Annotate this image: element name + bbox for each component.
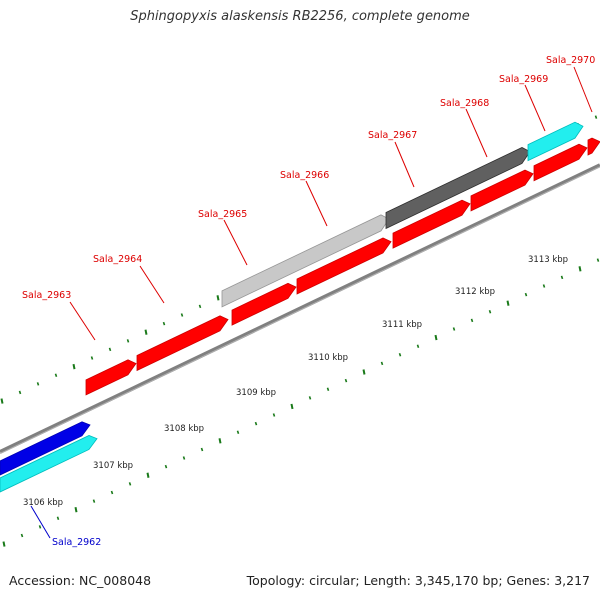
red-gene-1 (85, 359, 137, 396)
inner-ring-tick (470, 318, 474, 323)
dark-gray-gene (385, 147, 531, 230)
gene-features (0, 121, 600, 493)
gene-label: Sala_2966 (280, 170, 329, 181)
scale-label: 3108 kbp (164, 424, 204, 434)
gene-label-leader (465, 108, 488, 158)
outer-ring-tick (144, 329, 148, 335)
inner-ring-tick (2, 541, 6, 547)
gene-label: Sala_2969 (499, 74, 548, 85)
outer-ring-tick (0, 398, 4, 404)
backbone (0, 163, 600, 454)
gene-label: Sala_2967 (368, 130, 417, 141)
red-gene-6 (470, 169, 534, 212)
scale-label: 3110 kbp (308, 353, 348, 363)
inner-ring-tick (398, 353, 402, 357)
inner-ring-tick (452, 327, 456, 331)
gene-label-leader (223, 219, 248, 266)
inner-ring-tick (380, 361, 384, 366)
red-gene-2 (136, 315, 229, 372)
inner-ring-tick (56, 516, 60, 521)
red-gene-5 (392, 199, 471, 249)
outer-ring-tick (72, 363, 76, 370)
inner-ring-tick (164, 464, 168, 469)
cyan-gene-bottom (0, 435, 98, 493)
gene-label: Sala_2965 (198, 209, 247, 220)
outer-ring-tick (54, 373, 58, 377)
gene-label: Sala_2964 (93, 254, 142, 265)
red-gene-4 (296, 237, 392, 295)
gene-label: Sala_2968 (440, 98, 489, 109)
inner-ring-tick (362, 369, 366, 375)
inner-ring-tick (524, 292, 528, 297)
outer-ring-tick (126, 339, 130, 343)
scale-label: 3112 kbp (455, 287, 495, 297)
outer-ring-tick (180, 313, 184, 317)
inner-ring-tick (290, 403, 294, 410)
inner-ring-tick (596, 258, 600, 262)
inner-ring-tick (182, 456, 186, 460)
outer-ring-tick (198, 304, 202, 309)
gene-label-leader (573, 66, 593, 113)
gene-label-leader (30, 505, 51, 539)
scale-labels: 3106 kbp 3107 kbp 3108 kbp 3109 kbp 3110 kbp… (23, 255, 568, 508)
inner-ring-tick (236, 430, 240, 434)
scale-label: 3111 kbp (382, 320, 422, 330)
backbone-line-upper (0, 163, 600, 454)
inner-ring-tick (200, 447, 204, 452)
outer-ring-tick (18, 390, 22, 395)
gene-label: Sala_2962 (52, 537, 101, 548)
inner-ring-tick (146, 472, 150, 478)
gene-label: Sala_2963 (22, 290, 71, 301)
gene-label-leader (69, 301, 96, 341)
inner-ring-tick (92, 499, 96, 503)
inner-ring-tick (74, 506, 78, 513)
inner-ring-tick (578, 266, 582, 272)
outer-ring-tick (108, 347, 112, 352)
gene-labels: Sala_2962 Sala_2963 Sala_2964 Sala_2965 Sala… (22, 55, 595, 548)
inner-ring-tick (416, 344, 420, 348)
map-title: Sphingopyxis alaskensis RB2256, complete… (130, 9, 470, 24)
scale-label: 3106 kbp (23, 498, 63, 508)
inner-ring-tick (434, 334, 438, 341)
inner-ring-tick (20, 533, 24, 538)
gene-label-leader (139, 265, 165, 304)
outer-ring-tick (162, 321, 166, 326)
scale-label: 3109 kbp (236, 388, 276, 398)
inner-ring-tick (542, 284, 546, 288)
blue-gene (0, 421, 91, 476)
cyan-gene-top (527, 121, 584, 162)
inner-ring-tick (272, 413, 276, 417)
outer-ring-tick (216, 295, 220, 301)
gene-label: Sala_2970 (546, 55, 595, 66)
inner-ring-tick (560, 275, 564, 280)
light-gray-gene (221, 214, 390, 308)
red-gene-8 (587, 137, 600, 156)
red-gene-7 (533, 143, 588, 182)
gene-label-leader (394, 141, 415, 188)
scale-label: 3107 kbp (93, 461, 133, 471)
inner-ring-tick (38, 525, 42, 529)
scale-label: 3113 kbp (528, 255, 568, 265)
gene-label-leader (305, 180, 328, 227)
genome-summary: Topology: circular; Length: 3,345,170 bp… (246, 573, 590, 588)
outer-ring-tick (90, 356, 94, 360)
outer-ring-tick (36, 382, 40, 386)
inner-ring-tick (326, 387, 330, 391)
gene-label-leader (524, 84, 546, 132)
accession-label: Accession: NC_008048 (9, 573, 152, 588)
outer-ring-tick (594, 115, 598, 119)
inner-ring-tick (128, 482, 132, 486)
inner-ring-tick (218, 438, 222, 444)
red-gene-3 (231, 282, 297, 326)
inner-ring-tick (110, 490, 114, 495)
inner-ring-tick (344, 378, 348, 383)
backbone-line-upper-edge (0, 166, 600, 454)
inner-ring-tick (506, 300, 510, 306)
inner-ring-tick (254, 421, 258, 426)
inner-ring-tick (488, 310, 492, 314)
inner-ring-tick (308, 396, 312, 400)
